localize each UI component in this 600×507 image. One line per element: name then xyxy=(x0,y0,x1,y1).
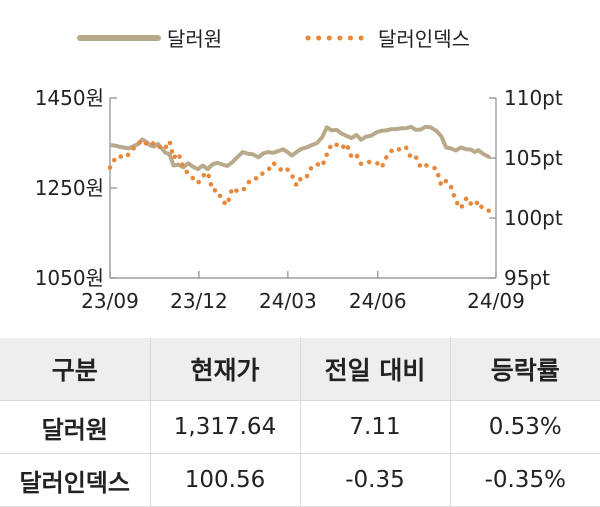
right-axis-ticks: 110pt 105pt 100pt 95pt xyxy=(489,86,563,290)
series-line-dxy xyxy=(107,137,493,214)
right-tick-label: 95pt xyxy=(504,266,550,290)
fx-summary-table: 구분 현재가 전일 대비 등락률 달러원 1,317.64 7.11 0.53%… xyxy=(0,338,600,507)
header-daily-change: 전일 대비 xyxy=(299,338,450,401)
row-label: 달러인덱스 xyxy=(0,453,150,507)
left-tick-label: 1250원 xyxy=(35,176,104,200)
header-change-rate: 등락률 xyxy=(449,338,600,401)
right-tick-label: 100pt xyxy=(504,206,563,230)
legend-label-dxy: 달러인덱스 xyxy=(378,27,470,51)
cell-current-price: 1,317.64 xyxy=(149,400,300,454)
cell-current-price: 100.56 xyxy=(149,453,300,507)
right-tick-label: 105pt xyxy=(504,146,563,170)
x-axis-ticks: 23/09 23/12 24/03 24/06 24/09 xyxy=(81,271,525,313)
chart-series xyxy=(107,124,493,214)
right-tick-label: 110pt xyxy=(504,86,563,110)
cell-change-rate: 0.53% xyxy=(449,400,600,454)
x-tick-label: 23/12 xyxy=(170,289,228,313)
header-category: 구분 xyxy=(0,338,150,401)
cell-daily-change: 7.11 xyxy=(299,400,450,454)
table-row: 달러원 1,317.64 7.11 0.53% xyxy=(0,400,600,454)
x-tick-label: 24/03 xyxy=(259,289,317,313)
legend-label-usdkrw: 달러원 xyxy=(167,27,222,51)
x-tick-label: 24/06 xyxy=(349,289,407,313)
row-label: 달러원 xyxy=(0,400,150,454)
left-axis-ticks: 1450원 1250원 1050원 xyxy=(35,86,117,290)
chart-legend: 달러원 달러인덱스 xyxy=(77,27,470,51)
x-tick-label: 24/09 xyxy=(467,289,525,313)
table-header-row: 구분 현재가 전일 대비 등락률 xyxy=(0,338,600,401)
left-tick-label: 1450원 xyxy=(35,86,104,110)
x-tick-label: 23/09 xyxy=(81,289,139,313)
cell-daily-change: -0.35 xyxy=(299,453,450,507)
table-row: 달러인덱스 100.56 -0.35 -0.35% xyxy=(0,453,600,507)
series-line-usdkrw xyxy=(110,124,491,172)
exchange-rate-chart: 달러원 달러인덱스 1450원 1250원 1050원 110pt 105pt 100p… xyxy=(35,27,563,313)
cell-change-rate: -0.35% xyxy=(449,453,600,507)
header-current-price: 현재가 xyxy=(149,338,300,401)
chart-axes xyxy=(109,98,497,279)
left-tick-label: 1050원 xyxy=(35,266,104,290)
